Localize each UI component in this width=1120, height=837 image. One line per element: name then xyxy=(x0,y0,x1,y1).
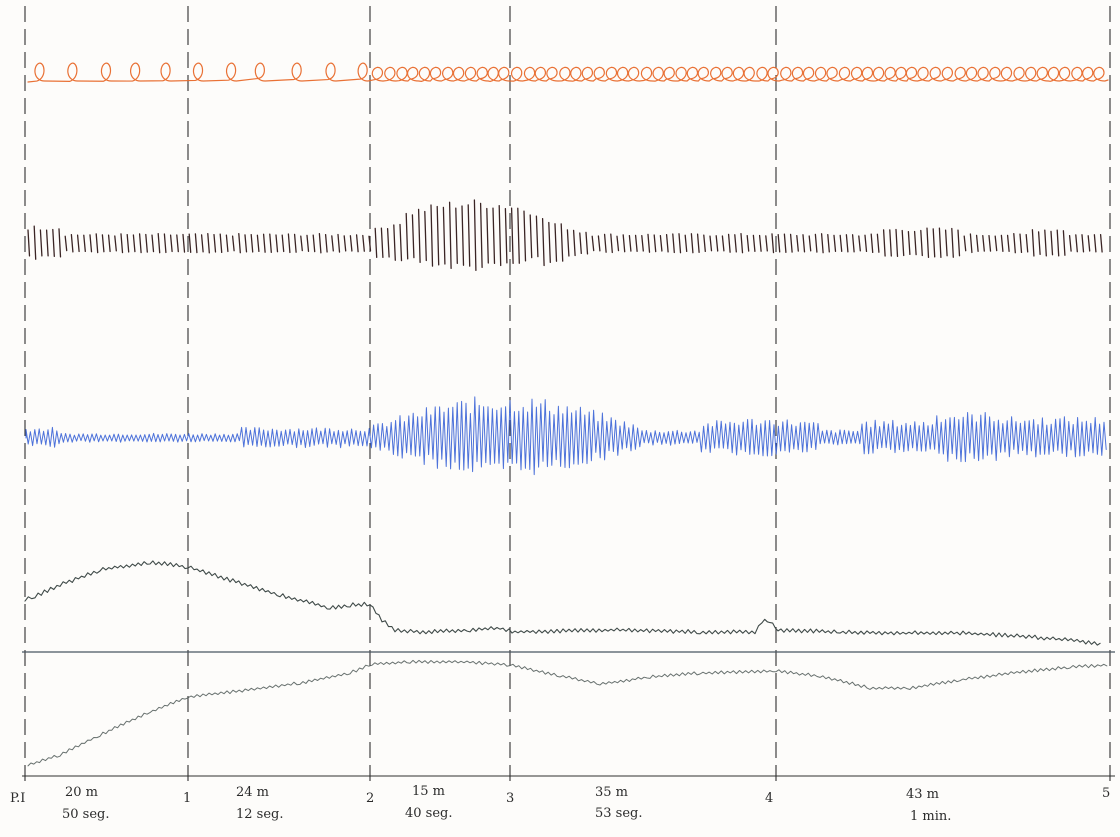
trace-orange-loops xyxy=(27,62,1109,83)
segment-distance-3: 15 m xyxy=(412,784,445,799)
station-label-1: 1 xyxy=(183,791,191,806)
station-labels: P.I 1 2 3 4 5 xyxy=(10,786,1110,806)
station-guide-lines xyxy=(24,6,1111,786)
trace-blue-scribble xyxy=(25,396,1107,476)
segment-distance-4: 35 m xyxy=(595,785,628,800)
segment-labels: 20 m 50 seg. 24 m 12 seg. 15 m 40 seg. 3… xyxy=(62,784,951,824)
trace-grey-upper xyxy=(24,560,1101,646)
traces xyxy=(24,62,1109,767)
trace-grey-lower xyxy=(27,659,1108,767)
station-label-4: 4 xyxy=(765,791,773,806)
trace-brown-ticks xyxy=(27,199,1103,271)
segment-distance-5: 43 m xyxy=(906,787,939,802)
segment-time-4: 53 seg. xyxy=(595,806,643,821)
station-label-2: 2 xyxy=(366,791,374,806)
station-label-3: 3 xyxy=(506,791,514,806)
segment-time-1: 50 seg. xyxy=(62,807,110,822)
station-label-5: 5 xyxy=(1102,786,1110,801)
segment-time-3: 40 seg. xyxy=(405,806,453,821)
segment-time-2: 12 seg. xyxy=(236,807,284,822)
segment-time-5: 1 min. xyxy=(910,809,951,824)
station-label-pi: P.I xyxy=(10,791,25,806)
segment-distance-1: 20 m xyxy=(65,785,98,800)
segment-distance-2: 24 m xyxy=(236,785,269,800)
